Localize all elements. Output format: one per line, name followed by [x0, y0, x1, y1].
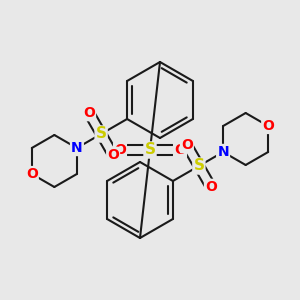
- Text: S: S: [194, 158, 204, 173]
- Text: O: O: [174, 143, 186, 157]
- Text: N: N: [71, 141, 83, 155]
- Text: O: O: [26, 167, 38, 181]
- Text: N: N: [71, 141, 83, 155]
- Text: O: O: [107, 148, 119, 162]
- Text: N: N: [217, 145, 229, 159]
- Text: O: O: [262, 119, 274, 133]
- Text: O: O: [83, 106, 95, 120]
- Text: O: O: [205, 180, 217, 194]
- Text: S: S: [145, 142, 155, 158]
- Text: O: O: [114, 143, 126, 157]
- Text: O: O: [181, 138, 193, 152]
- Text: N: N: [217, 145, 229, 159]
- Text: S: S: [96, 127, 106, 142]
